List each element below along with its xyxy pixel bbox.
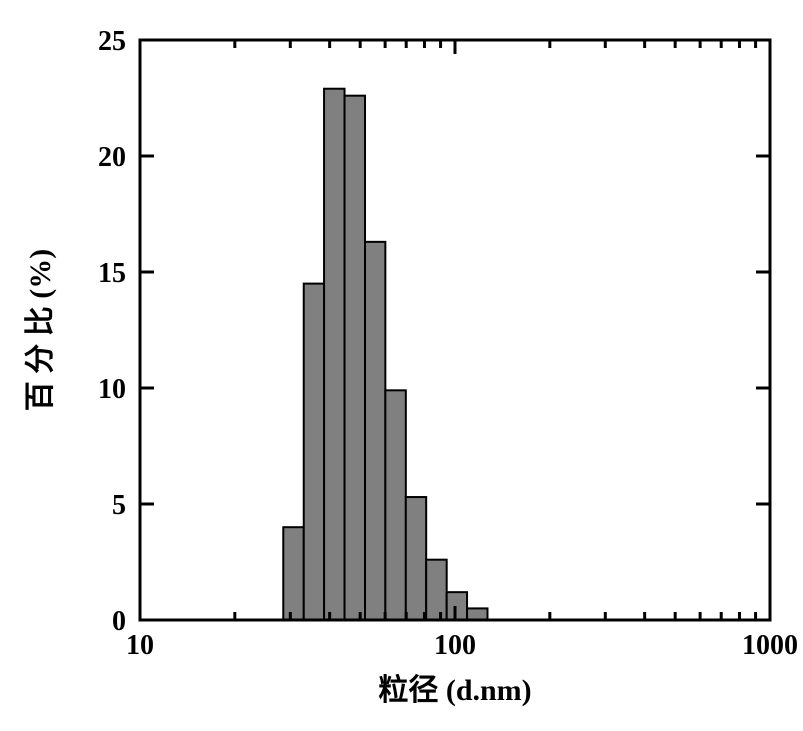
bar xyxy=(345,96,365,620)
bar xyxy=(406,497,426,620)
bar xyxy=(447,592,467,620)
bar xyxy=(426,560,447,620)
y-tick-label: 5 xyxy=(112,490,126,521)
y-tick-label: 25 xyxy=(98,26,126,57)
bar xyxy=(467,608,487,620)
x-axis-label: 粒径 (d.nm) xyxy=(378,673,531,707)
x-tick-label: 1000 xyxy=(742,630,798,661)
x-tick-label: 10 xyxy=(126,630,154,661)
y-tick-label: 0 xyxy=(112,606,126,637)
bar xyxy=(365,242,385,620)
y-tick-label: 20 xyxy=(98,142,126,173)
x-tick-label: 100 xyxy=(434,630,476,661)
bar xyxy=(283,527,303,620)
bar xyxy=(304,284,324,620)
y-axis-label: 百 分 比 (%) xyxy=(24,249,57,411)
y-tick-label: 15 xyxy=(98,258,126,289)
bar xyxy=(385,390,405,620)
bar xyxy=(324,89,344,620)
y-tick-label: 10 xyxy=(98,374,126,405)
chart-svg: 10 100 1000 粒径 (d.nm) 0 5 10 15 20 25 百 分 比 (%) xyxy=(0,0,803,731)
histogram-chart: 10 100 1000 粒径 (d.nm) 0 5 10 15 20 25 百 分 比 (%) xyxy=(0,0,803,731)
